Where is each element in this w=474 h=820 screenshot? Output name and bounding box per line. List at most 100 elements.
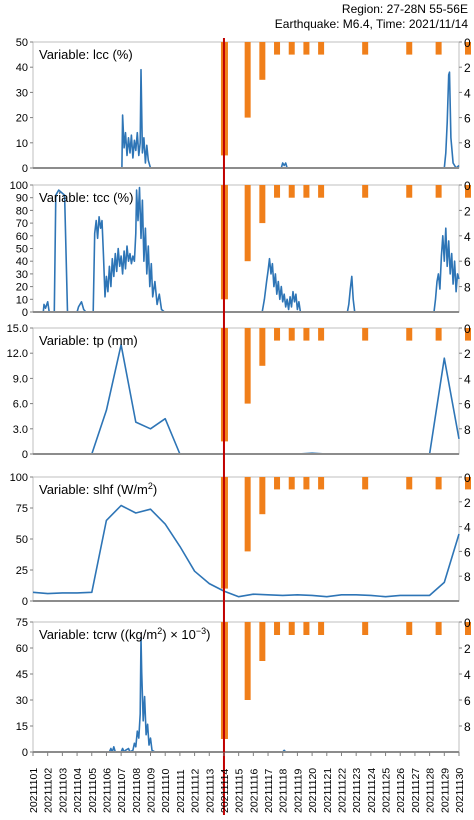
bar-mark	[288, 328, 295, 341]
bar-mark	[259, 477, 266, 515]
bar-mark	[274, 622, 281, 635]
y-tick-label: 30	[16, 269, 28, 281]
right-tick-label: 4	[464, 521, 471, 535]
right-tick-label: 8	[464, 423, 471, 437]
right-tick-label: 4	[464, 372, 471, 386]
y-tick-label: 90	[16, 193, 28, 205]
right-tick-label: 8	[464, 720, 471, 734]
bar-mark	[303, 42, 310, 55]
y-tick-label: 60	[16, 643, 28, 655]
x-tick-label: 20211128	[425, 768, 437, 813]
x-tick-label: 20211129	[439, 768, 451, 813]
x-tick-label: 20211113	[204, 768, 216, 813]
series-line	[33, 186, 460, 313]
y-tick-label: 60	[16, 231, 28, 243]
chart-header: Region: 27-28N 55-56E Earthquake: M6.4, …	[275, 2, 468, 32]
panel-label: Variable: lcc (%)	[39, 47, 133, 62]
bar-mark	[318, 622, 325, 635]
y-tick-label: 100	[10, 180, 28, 192]
x-tick-label: 20211104	[72, 768, 84, 813]
y-tick-label: 0	[22, 449, 28, 461]
x-tick-label: 20211102	[43, 768, 55, 813]
right-tick-label: 4	[464, 86, 471, 100]
panel-label: Variable: slhf (W/m2)	[39, 481, 157, 497]
y-tick-label: 75	[16, 617, 28, 629]
bar-mark	[318, 477, 325, 490]
right-tick-label: 8	[464, 281, 471, 295]
bar-mark	[303, 622, 310, 635]
right-tick-label: 0	[464, 471, 471, 485]
y-tick-label: 10	[16, 294, 28, 306]
y-tick-label: 45	[16, 669, 28, 681]
panel-1: 0 10 20 30 40 50 0 2 4 6 8 Variable: lcc (%)	[16, 36, 471, 175]
bar-mark	[435, 477, 442, 490]
x-tick-label: 20211126	[395, 768, 407, 813]
y-tick-label: 0	[22, 596, 28, 608]
right-tick-label: 0	[464, 616, 471, 630]
y-tick-label: 3.0	[13, 424, 28, 436]
right-tick-label: 2	[464, 204, 471, 218]
x-tick-label: 20211118	[278, 768, 290, 813]
bar-mark	[303, 477, 310, 490]
x-tick-label: 20211115	[234, 768, 246, 813]
x-tick-label: 20211101	[28, 768, 40, 813]
bar-mark	[244, 42, 251, 118]
bar-mark	[435, 42, 442, 55]
series-line	[33, 68, 460, 169]
bar-mark	[362, 185, 369, 198]
series-line	[32, 504, 460, 598]
y-tick-label: 100	[10, 472, 28, 484]
bar-mark	[259, 42, 266, 80]
x-tick-label: 20211123	[351, 768, 363, 813]
x-tick-label: 20211119	[292, 768, 304, 813]
y-tick-label: 30	[16, 695, 28, 707]
bar-mark	[274, 328, 281, 341]
y-tick-label: 40	[16, 62, 28, 74]
bar-mark	[244, 622, 251, 700]
right-tick-label: 6	[464, 112, 471, 126]
right-tick-label: 8	[464, 137, 471, 151]
bar-mark	[465, 622, 471, 635]
y-tick-label: 0	[22, 163, 28, 175]
bar-mark	[465, 477, 471, 490]
x-tick-label: 20211122	[336, 768, 348, 813]
right-tick-label: 6	[464, 398, 471, 412]
earthquake-label: Earthquake: M6.4, Time: 2021/11/14	[274, 17, 468, 31]
right-tick-label: 6	[464, 545, 471, 559]
bar-mark	[406, 477, 413, 490]
x-tick-label: 20211124	[366, 768, 378, 813]
panel-label: Variable: tcc (%)	[39, 190, 133, 205]
panel-3: 0 3.0 6.0 9.0 12.0 15.0 0 2 4 6 8 Variable: tp (mm)	[7, 322, 471, 461]
y-tick-label: 70	[16, 218, 28, 230]
bar-mark	[465, 328, 471, 341]
bar-mark	[244, 185, 251, 262]
x-tick-label: 20211109	[146, 768, 158, 813]
bar-mark	[274, 185, 281, 198]
bar-mark	[318, 185, 325, 198]
bar-mark	[288, 622, 295, 635]
right-tick-label: 0	[464, 36, 471, 50]
bar-mark	[362, 622, 369, 635]
y-tick-label: 30	[16, 87, 28, 99]
right-tick-label: 4	[464, 668, 471, 682]
bar-mark	[288, 42, 295, 55]
y-tick-label: 20	[16, 113, 28, 125]
x-tick-label: 20211107	[116, 768, 128, 813]
y-tick-label: 50	[16, 244, 28, 256]
bar-mark	[318, 328, 325, 341]
y-tick-label: 0	[22, 307, 28, 319]
x-tick-label: 20211121	[322, 768, 334, 813]
y-tick-label: 50	[16, 37, 28, 49]
bar-mark	[244, 328, 251, 404]
bar-mark	[362, 477, 369, 490]
bar-mark	[362, 328, 369, 341]
y-tick-label: 6.0	[13, 399, 28, 411]
bar-mark	[362, 42, 369, 55]
x-tick-label: 20211111	[175, 769, 187, 813]
right-tick-label: 2	[464, 347, 471, 361]
y-tick-label: 25	[16, 565, 28, 577]
x-tick-label: 20211110	[160, 768, 172, 813]
x-tick-label: 20211114	[219, 768, 231, 813]
x-tick-label: 20211130	[454, 768, 466, 813]
